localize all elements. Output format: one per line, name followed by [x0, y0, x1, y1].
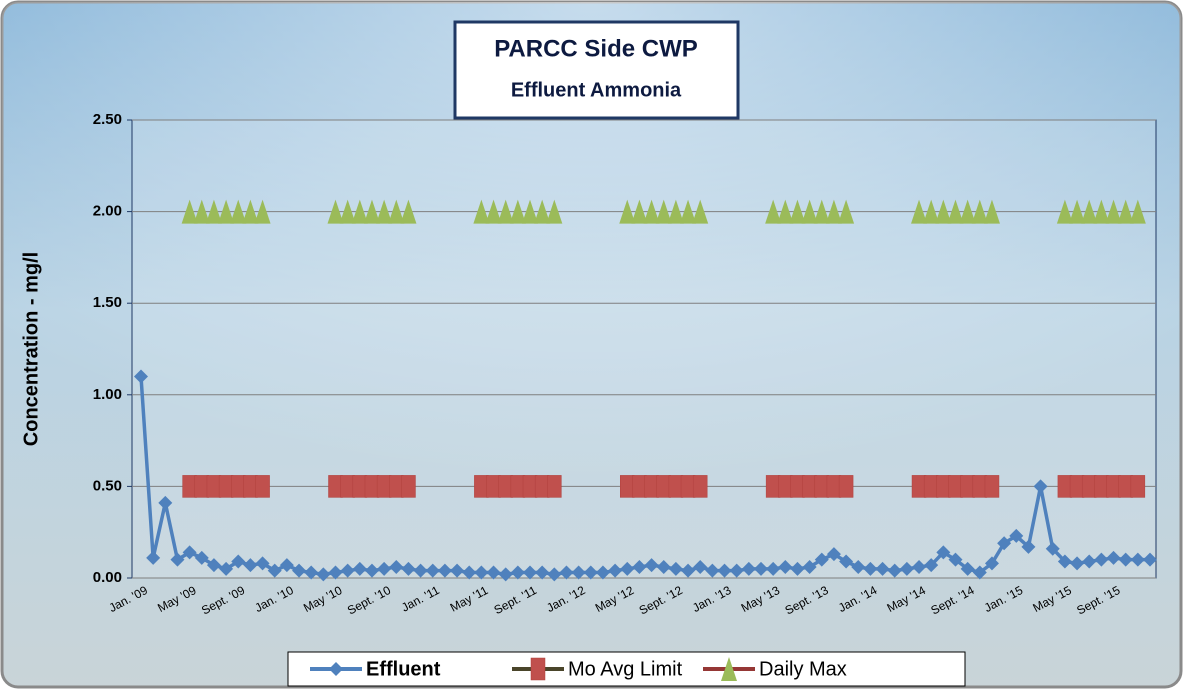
data-point	[511, 475, 525, 497]
legend-label: Daily Max	[759, 658, 847, 680]
data-point	[815, 475, 829, 497]
y-axis-title: Concentration - mg/l	[20, 252, 42, 446]
data-point	[657, 475, 671, 497]
data-point	[985, 475, 999, 497]
data-point	[365, 475, 379, 497]
chart-subtitle: Effluent Ammonia	[511, 79, 682, 101]
data-point	[620, 475, 634, 497]
y-tick-label: 1.00	[93, 386, 122, 403]
data-point	[389, 475, 403, 497]
data-point	[535, 475, 549, 497]
data-point	[219, 475, 233, 497]
legend-marker	[531, 658, 545, 680]
chart: PARCC Side CWP Effluent Ammonia Concentr…	[0, 0, 1183, 689]
data-point	[547, 475, 561, 497]
data-point	[1070, 475, 1084, 497]
data-point	[243, 475, 257, 497]
data-point	[353, 475, 367, 497]
data-point	[523, 475, 537, 497]
chart-title: PARCC Side CWP	[494, 35, 698, 62]
data-point	[195, 475, 209, 497]
data-point	[912, 475, 926, 497]
data-point	[207, 475, 221, 497]
data-point	[183, 475, 197, 497]
data-point	[766, 475, 780, 497]
data-point	[790, 475, 804, 497]
plot-area	[132, 120, 1156, 578]
data-point	[499, 475, 513, 497]
data-point	[1082, 475, 1096, 497]
data-point	[693, 475, 707, 497]
data-point	[681, 475, 695, 497]
data-point	[1107, 475, 1121, 497]
data-point	[256, 475, 270, 497]
data-point	[632, 475, 646, 497]
data-point	[669, 475, 683, 497]
legend-label: Mo Avg Limit	[568, 658, 683, 680]
data-point	[1119, 475, 1133, 497]
data-point	[839, 475, 853, 497]
y-tick-label: 1.50	[93, 294, 122, 311]
data-point	[948, 475, 962, 497]
data-point	[778, 475, 792, 497]
data-point	[377, 475, 391, 497]
data-point	[645, 475, 659, 497]
data-point	[329, 475, 343, 497]
data-point	[936, 475, 950, 497]
data-point	[341, 475, 355, 497]
data-point	[961, 475, 975, 497]
data-point	[827, 475, 841, 497]
data-point	[803, 475, 817, 497]
data-point	[401, 475, 415, 497]
data-point	[487, 475, 501, 497]
data-point	[474, 475, 488, 497]
data-point	[1131, 475, 1145, 497]
data-point	[924, 475, 938, 497]
data-point	[231, 475, 245, 497]
data-point	[1058, 475, 1072, 497]
y-tick-label: 0.00	[93, 569, 122, 586]
y-tick-label: 0.50	[93, 477, 122, 494]
y-tick-label: 2.50	[93, 111, 122, 128]
legend-label: Effluent	[366, 658, 441, 680]
data-point	[973, 475, 987, 497]
data-point	[1094, 475, 1108, 497]
y-tick-label: 2.00	[93, 203, 122, 220]
